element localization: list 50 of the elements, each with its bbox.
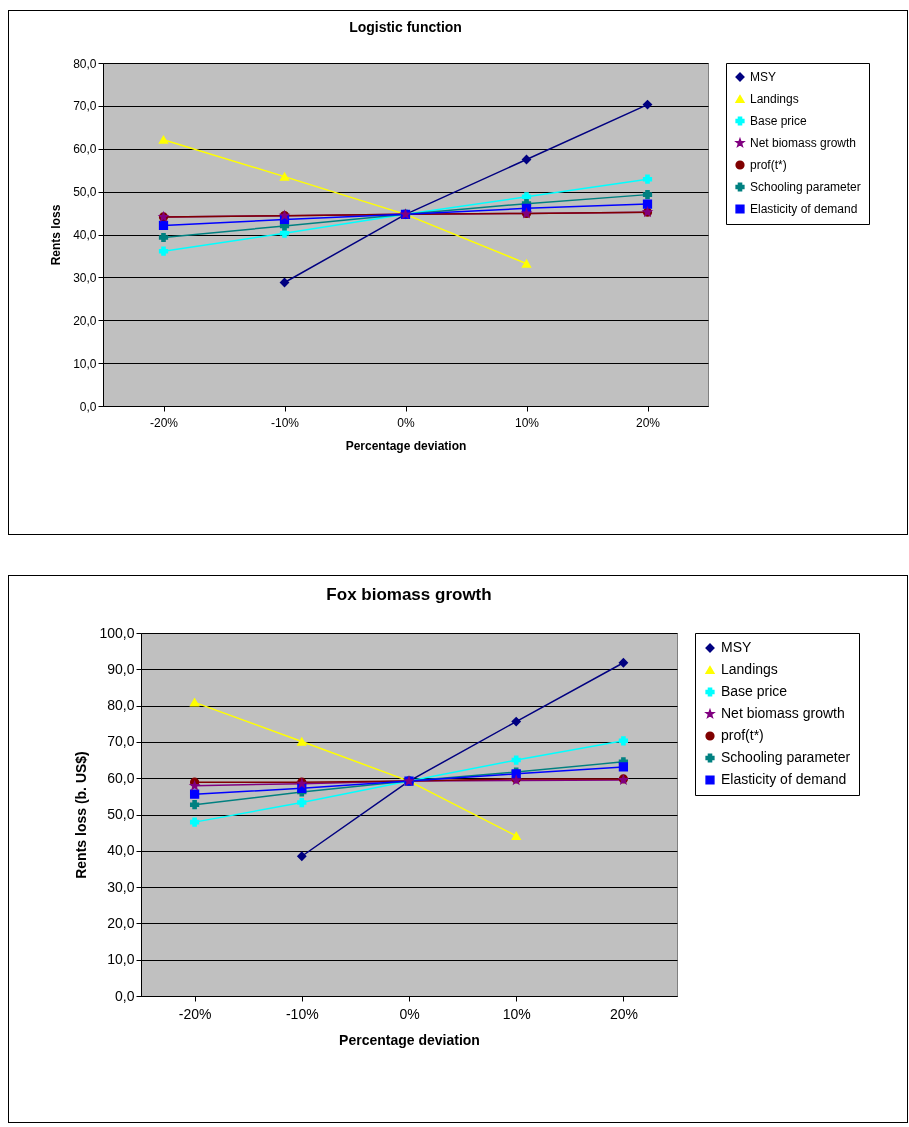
y-axis-title: Rents loss bbox=[49, 204, 64, 266]
y-tick-label: 40,0 bbox=[107, 842, 135, 859]
y-axis-title: Rents loss (b. US$) bbox=[73, 751, 90, 879]
legend-label: Base price bbox=[750, 114, 808, 128]
y-tick-label: 70,0 bbox=[107, 733, 135, 750]
legend-label: Base price bbox=[721, 683, 788, 699]
x-tick-label: 20% bbox=[635, 415, 661, 430]
y-tick-label: 20,0 bbox=[73, 313, 97, 328]
legend-label: Landings bbox=[750, 92, 799, 106]
x-tick-label: 10% bbox=[502, 1005, 531, 1022]
legend-label: Elasticity of demand bbox=[721, 771, 847, 787]
legend-label: prof(t*) bbox=[721, 727, 764, 743]
legend-label: MSY bbox=[721, 639, 752, 655]
y-tick-label: 50,0 bbox=[73, 185, 97, 200]
x-axis-title: Percentage deviation bbox=[345, 438, 467, 453]
x-tick-label: -10% bbox=[270, 415, 300, 430]
y-tick-label: 30,0 bbox=[73, 270, 97, 285]
legend-label: MSY bbox=[750, 70, 777, 84]
x-axis-title: Percentage deviation bbox=[339, 1031, 480, 1048]
x-tick-label: -20% bbox=[149, 415, 179, 430]
legend-label: Schooling parameter bbox=[750, 180, 861, 194]
y-tick-label: 30,0 bbox=[107, 878, 135, 895]
legend-label: Elasticity of demand bbox=[750, 202, 858, 216]
y-tick-label: 80,0 bbox=[73, 56, 97, 71]
y-tick-label: 60,0 bbox=[73, 142, 97, 157]
y-tick-label: 80,0 bbox=[107, 697, 135, 714]
y-tick-label: 40,0 bbox=[73, 228, 97, 242]
chart-title: Fox biomass growth bbox=[326, 585, 492, 604]
x-tick-label: 20% bbox=[609, 1005, 638, 1022]
y-tick-label: 90,0 bbox=[107, 660, 135, 677]
legend-label: Landings bbox=[721, 661, 778, 677]
y-tick-label: 50,0 bbox=[107, 806, 135, 822]
legend-label: Net biomass growth bbox=[750, 136, 857, 150]
x-tick-label: -10% bbox=[285, 1005, 319, 1022]
chart-title: Logistic function bbox=[349, 19, 462, 35]
y-tick-label: 60,0 bbox=[107, 769, 135, 786]
y-tick-label: 100,0 bbox=[99, 624, 135, 641]
y-tick-label: 10,0 bbox=[73, 356, 97, 371]
y-tick-label: 0,0 bbox=[115, 987, 135, 1004]
y-tick-label: 10,0 bbox=[107, 951, 135, 968]
y-tick-label: 20,0 bbox=[107, 914, 135, 931]
y-tick-label: 0,0 bbox=[79, 399, 97, 414]
x-tick-label: 0% bbox=[399, 1005, 420, 1022]
legend-label: Net biomass growth bbox=[721, 705, 845, 721]
x-tick-label: 10% bbox=[514, 415, 540, 430]
legend-label: prof(t*) bbox=[750, 158, 787, 172]
x-tick-label: 0% bbox=[397, 415, 415, 430]
y-tick-label: 70,0 bbox=[73, 99, 97, 114]
x-tick-label: -20% bbox=[178, 1005, 212, 1022]
legend-label: Schooling parameter bbox=[721, 749, 851, 765]
